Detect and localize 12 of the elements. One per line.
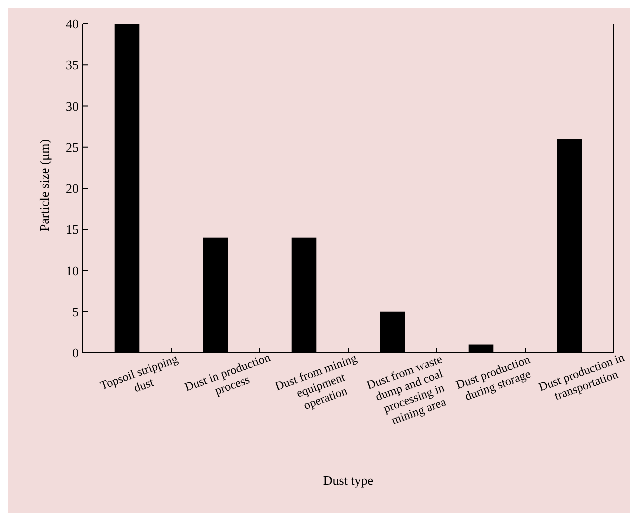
y-tick-label: 20	[66, 181, 79, 196]
y-tick-label: 5	[72, 304, 79, 320]
x-tick-label: Topsoil stripping dust	[98, 352, 180, 396]
y-tick-label: 10	[66, 263, 79, 278]
y-tick-label: 35	[66, 58, 79, 73]
y-tick-label: 25	[66, 140, 79, 155]
x-axis-title: Dust type	[323, 473, 374, 488]
y-tick-label: 30	[66, 98, 79, 114]
y-axis-title: Particle size (μm)	[37, 139, 52, 232]
y-tick-label: 0	[72, 346, 79, 361]
y-tick-label: 15	[66, 222, 79, 238]
y-tick-label: 40	[66, 16, 79, 32]
